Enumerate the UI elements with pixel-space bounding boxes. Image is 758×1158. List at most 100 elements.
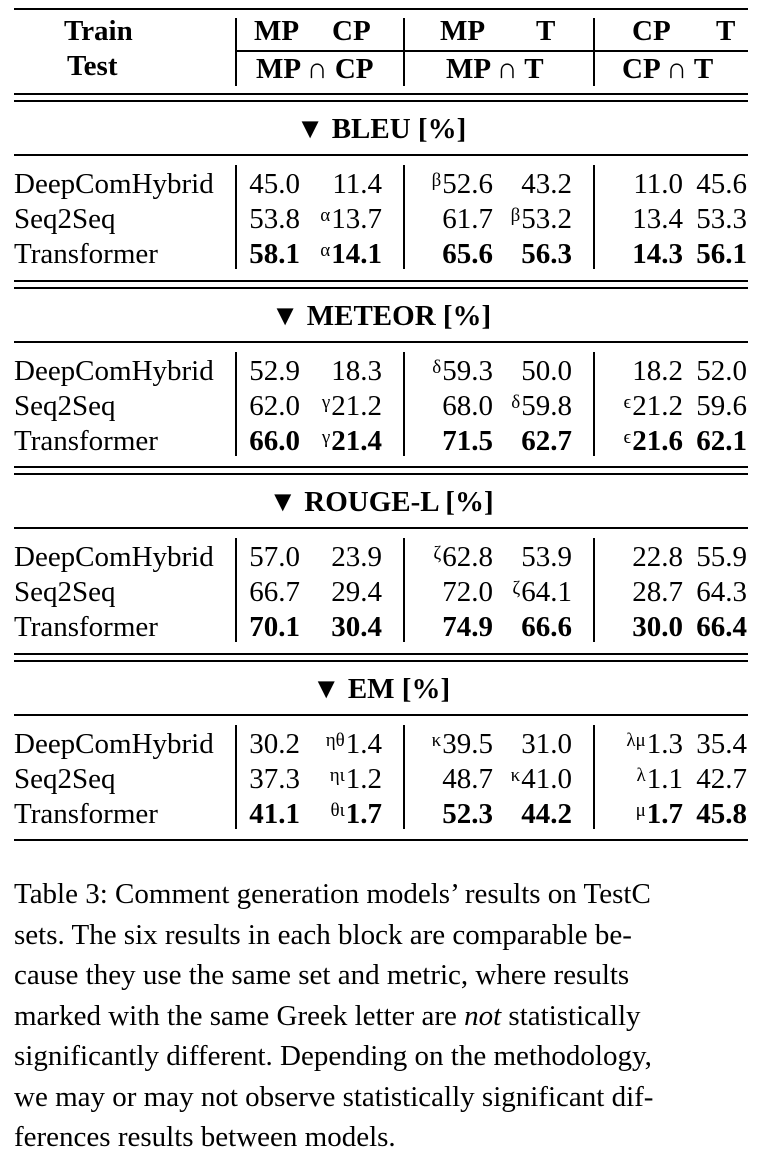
table-cell: κ39.5 (432, 727, 493, 761)
table-cell: 62.0 (249, 389, 300, 423)
significance-marker: κ (431, 730, 442, 751)
table-cell: θι1.7 (331, 797, 382, 831)
cell-value: 41.1 (249, 798, 300, 830)
cell-value: 52.9 (249, 355, 300, 387)
table-cell: 28.7 (632, 575, 683, 609)
group3-train-a: CP (632, 15, 671, 47)
table-cell: 42.7 (696, 762, 747, 796)
top-rule (14, 8, 748, 10)
table-cell: 58.1 (249, 237, 300, 271)
cell-value: 45.0 (249, 168, 300, 200)
cell-value: 66.4 (696, 611, 747, 643)
model-name-transformer: Transformer (14, 611, 158, 643)
header-divider-3 (593, 18, 595, 86)
cell-value: 52.3 (442, 798, 493, 830)
cell-value: 59.3 (442, 355, 493, 387)
cell-value: 44.2 (521, 798, 572, 830)
model-name-seq2seq: Seq2Seq (14, 763, 116, 795)
section-divider-1 (235, 538, 237, 642)
section-divider-2 (403, 165, 405, 269)
cell-value: 37.3 (249, 763, 300, 795)
section-title-rule (14, 714, 748, 716)
table-cell: γ21.4 (322, 424, 382, 458)
model-name-seq2seq: Seq2Seq (14, 203, 116, 235)
table-cell: α13.7 (320, 202, 382, 236)
table-cell: 48.7 (442, 762, 493, 796)
cell-value: 55.9 (696, 541, 747, 573)
cell-value: 13.4 (632, 203, 683, 235)
cell-value: 43.2 (521, 168, 572, 200)
table-cell: 11.0 (633, 167, 683, 201)
model-name-transformer: Transformer (14, 425, 158, 457)
cell-value: 42.7 (696, 763, 747, 795)
caption-line-5: significantly different. Depending on th… (14, 1040, 652, 1072)
cell-value: 71.5 (442, 425, 493, 457)
cell-value: 57.0 (249, 541, 300, 573)
model-name-seq2seq: Seq2Seq (14, 390, 116, 422)
cell-value: 62.1 (696, 425, 747, 457)
section-double-rule-top (14, 653, 748, 655)
cell-value: 21.2 (632, 390, 683, 422)
cell-value: 72.0 (442, 576, 493, 608)
cell-value: 53.2 (521, 203, 572, 235)
table-cell: 61.7 (442, 202, 493, 236)
cell-value: 45.6 (696, 168, 747, 200)
cell-value: 68.0 (442, 390, 493, 422)
header-divider-1 (235, 18, 237, 86)
model-name-transformer: Transformer (14, 798, 158, 830)
section-title: ▼ EM [%] (311, 673, 451, 705)
cell-value: 14.1 (331, 238, 382, 270)
table-cell: 18.2 (632, 354, 683, 388)
section-title: ▼ BLEU [%] (295, 113, 467, 145)
significance-marker: ηθ (325, 730, 345, 751)
cell-value: 1.1 (646, 763, 683, 795)
table-cell: 13.4 (632, 202, 683, 236)
cell-value: 1.7 (345, 798, 382, 830)
significance-marker: β (510, 205, 521, 226)
table-cell: δ59.8 (511, 389, 572, 423)
table-cell: λμ1.3 (626, 727, 683, 761)
table-cell: 65.6 (442, 237, 493, 271)
section-double-rule-bottom (14, 473, 748, 475)
group2-test: MP ∩ T (446, 53, 544, 85)
table-cell: 43.2 (521, 167, 572, 201)
cell-value: 64.3 (696, 576, 747, 608)
cell-value: 21.6 (632, 425, 683, 457)
cell-value: 59.6 (696, 390, 747, 422)
significance-marker: δ (511, 392, 521, 413)
test-label: Test (67, 50, 118, 82)
cell-value: 13.7 (331, 203, 382, 235)
cell-value: 53.8 (249, 203, 300, 235)
cell-value: 53.9 (521, 541, 572, 573)
significance-marker: ζ (433, 543, 442, 564)
model-name-deepcomhybrid: DeepComHybrid (14, 355, 214, 387)
table-cell: 11.4 (332, 167, 382, 201)
cell-value: 58.1 (249, 238, 300, 270)
cell-value: 18.2 (632, 355, 683, 387)
cell-value: 64.1 (521, 576, 572, 608)
table-cell: 59.6 (696, 389, 747, 423)
cell-value: 70.1 (249, 611, 300, 643)
table-cell: 30.0 (632, 610, 683, 644)
table-cell: α14.1 (320, 237, 382, 271)
section-divider-3 (593, 352, 595, 456)
model-name-transformer: Transformer (14, 238, 158, 270)
section-double-rule-top (14, 466, 748, 468)
group3-train-b: T (716, 15, 736, 47)
significance-marker: ϵ (623, 392, 632, 413)
table-cell: 53.8 (249, 202, 300, 236)
caption-line-1: Table 3: Comment generation models’ resu… (14, 878, 651, 910)
table-cell: 30.2 (249, 727, 300, 761)
section-divider-3 (593, 165, 595, 269)
cell-value: 23.9 (331, 541, 382, 573)
section-title-rule (14, 527, 748, 529)
cell-value: 14.3 (632, 238, 683, 270)
table-cell: κ41.0 (511, 762, 572, 796)
table-cell: λ1.1 (637, 762, 683, 796)
table-cell: 66.0 (249, 424, 300, 458)
section-double-rule-bottom (14, 660, 748, 662)
model-name-deepcomhybrid: DeepComHybrid (14, 541, 214, 573)
table-cell: 53.3 (696, 202, 747, 236)
section-title: ▼ ROUGE-L [%] (268, 486, 494, 518)
cell-value: 45.8 (696, 798, 747, 830)
